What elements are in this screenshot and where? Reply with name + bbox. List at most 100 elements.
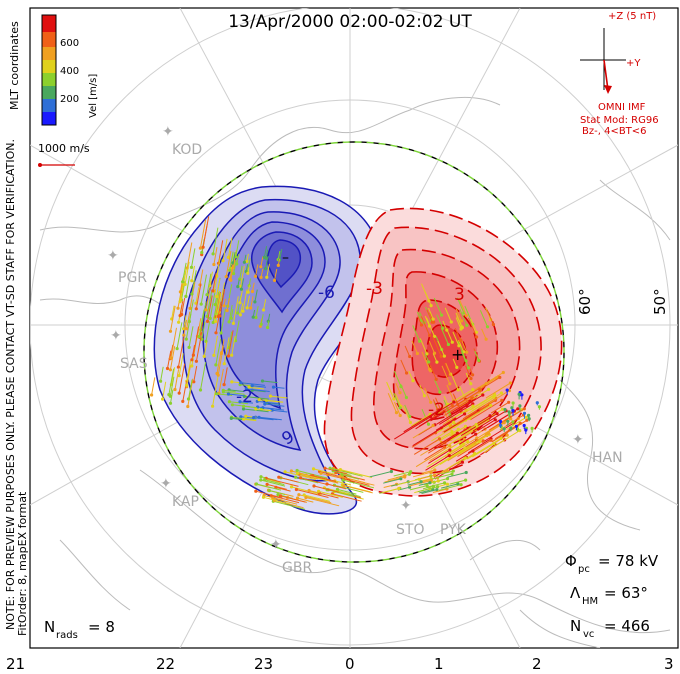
svg-text:STO: STO (396, 522, 424, 538)
vector-line (429, 365, 437, 380)
vector-line (218, 368, 224, 394)
vector-line (240, 416, 255, 419)
radar-stations: ✦ KOD ✦ PGR ✦ SAS ✦ KAP ✦ GBR ✦ STO PYK … (107, 124, 623, 576)
vector-line (453, 417, 470, 429)
reference-vector: 1000 m/s (38, 142, 90, 167)
vector-line (444, 362, 451, 375)
velocity-vectors (150, 216, 542, 510)
vector-line (449, 424, 477, 442)
vector-line (223, 298, 226, 306)
vector-line (209, 289, 216, 319)
vector-line (447, 443, 476, 462)
vector-line (421, 469, 435, 474)
vector-line (430, 447, 466, 470)
vector-line (470, 318, 477, 333)
vector-line (240, 278, 245, 290)
vector-line (424, 291, 432, 306)
vector-line (484, 430, 521, 453)
vector-origin (229, 416, 233, 420)
vector-line (418, 482, 431, 486)
vector-line (459, 441, 481, 455)
svg-text:✦: ✦ (400, 498, 412, 514)
vector-line (343, 485, 373, 494)
vector-line (216, 350, 222, 374)
vector-origin (234, 255, 238, 259)
vector-line (300, 477, 329, 486)
svg-text:= 8: = 8 (88, 618, 115, 636)
vector-line (472, 443, 495, 458)
vector-line (452, 358, 458, 368)
vector-line (231, 336, 236, 356)
vector-line (191, 345, 195, 360)
svg-text:PYK: PYK (440, 522, 467, 538)
vector-line (339, 475, 366, 484)
vector-line (324, 487, 349, 495)
vector-line (170, 367, 176, 385)
vector-origin (236, 311, 240, 315)
vector-line (439, 457, 466, 475)
vector-origin (228, 268, 232, 272)
vector-line (228, 330, 234, 357)
vector-line (440, 389, 474, 410)
vector-origin (177, 374, 181, 378)
vector-line (214, 290, 221, 318)
vector-line (187, 378, 194, 407)
svg-text:SAS: SAS (120, 356, 148, 372)
vector-line (191, 270, 197, 295)
svg-text:✦: ✦ (572, 432, 584, 448)
svg-text:✦: ✦ (160, 476, 172, 492)
svg-text:Λ: Λ (570, 584, 581, 602)
vector-line (484, 390, 510, 407)
fit-order-note: FitOrder: 8, mapEX format (16, 491, 29, 636)
vector-line (271, 409, 288, 413)
vector-line (274, 268, 278, 281)
vector-line (297, 472, 327, 482)
map-title: 13/Apr/2000 02:00-02:02 UT (228, 12, 472, 32)
vector-line (269, 490, 286, 495)
stat-lambda-hm: Λ HM = 63° (570, 584, 648, 607)
contour-label: 3 (454, 285, 465, 305)
svg-text:pc: pc (578, 564, 590, 575)
vector-line (169, 346, 176, 370)
vector-line (424, 315, 430, 327)
svg-text:rads: rads (56, 630, 78, 641)
vector-line (421, 489, 438, 494)
vector-line (437, 340, 445, 357)
vector-line (253, 417, 274, 421)
vector-line (481, 422, 515, 443)
vector-line (162, 381, 167, 400)
vector-line (279, 248, 283, 261)
vector-line (446, 330, 453, 343)
vector-line (255, 264, 259, 277)
vector-line (432, 353, 438, 363)
vector-line (460, 413, 498, 437)
mlt-tick: 21 (6, 655, 25, 673)
vector-line (409, 485, 428, 491)
vector-line (447, 472, 467, 478)
vector-line (454, 433, 490, 457)
svg-text:PGR: PGR (118, 270, 147, 286)
vector-line (264, 479, 285, 486)
vector-line (229, 251, 234, 271)
vector-line (432, 399, 439, 410)
vector-line (393, 392, 401, 408)
vector-line (247, 267, 250, 274)
vector-line (329, 467, 363, 477)
vector-line (456, 315, 463, 328)
vector-line (333, 470, 352, 476)
vector-line (383, 483, 397, 488)
vector-line (383, 478, 401, 484)
vector-line (304, 494, 331, 502)
vector-line (246, 295, 250, 308)
vector-line (243, 405, 258, 409)
vector-line (421, 478, 432, 482)
vector-line (218, 240, 224, 264)
vector-line (432, 488, 448, 493)
vector-line (424, 353, 430, 363)
vector-line (459, 391, 480, 405)
vector-line (419, 338, 428, 355)
vector-line (180, 268, 187, 300)
vector-line (195, 287, 200, 304)
vector-line (188, 299, 194, 322)
